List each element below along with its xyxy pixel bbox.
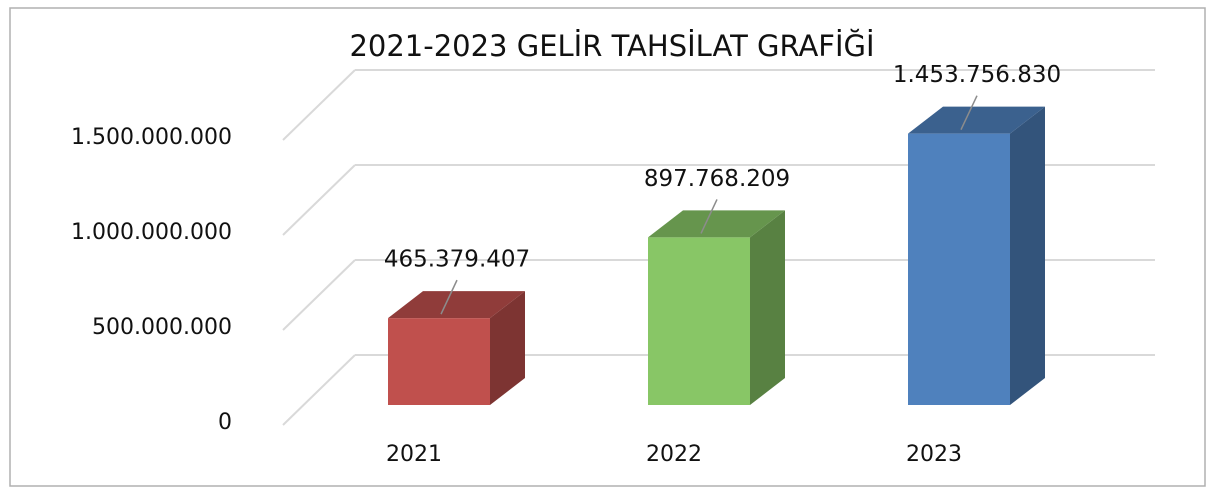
grid-line: [282, 69, 356, 141]
y-tick-label: 500.000.000: [92, 315, 232, 340]
value-label: 465.379.407: [384, 247, 530, 273]
value-label: 897.768.209: [644, 166, 790, 192]
x-tick-label: 2021: [386, 442, 442, 467]
y-tick-label: 1.000.000.000: [71, 220, 232, 245]
chart-title: 2021-2023 GELİR TAHSİLAT GRAFİĞİ: [349, 29, 874, 63]
bar-side: [1010, 106, 1045, 406]
bar-side: [490, 291, 525, 405]
leader-line: [960, 95, 978, 130]
value-label: 1.453.756.830: [893, 62, 1061, 88]
bar: [388, 318, 490, 405]
bar-side: [750, 210, 785, 405]
leader-line: [700, 199, 718, 234]
bar-top: [388, 291, 525, 319]
bar-top: [648, 210, 785, 238]
bar: [648, 237, 750, 405]
x-tick-label: 2023: [906, 442, 962, 467]
grid-line: [282, 259, 356, 331]
grid-line: [282, 164, 356, 236]
x-tick-label: 2022: [646, 442, 702, 467]
grid-line: [282, 354, 356, 426]
leader-line: [440, 279, 458, 315]
y-tick-label: 0: [218, 410, 232, 435]
bar-top: [908, 106, 1045, 134]
bar: [908, 133, 1010, 405]
y-tick-label: 1.500.000.000: [71, 125, 232, 150]
